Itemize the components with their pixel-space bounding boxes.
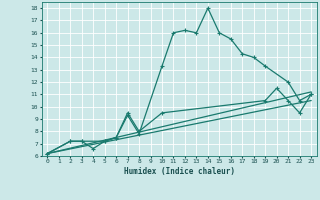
X-axis label: Humidex (Indice chaleur): Humidex (Indice chaleur)	[124, 167, 235, 176]
